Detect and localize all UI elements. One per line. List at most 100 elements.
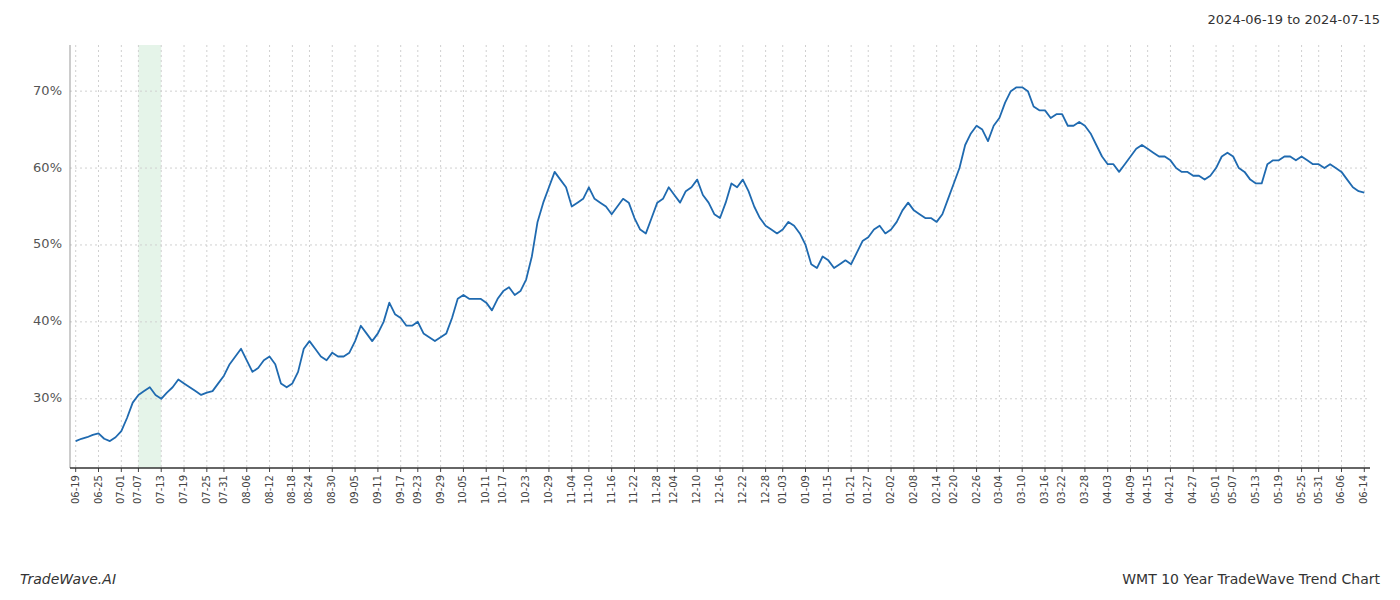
title: WMT 10 Year TradeWave Trend Chart — [1122, 571, 1380, 587]
x-tick-label: 02-08 — [908, 475, 919, 504]
x-tick-label: 07-19 — [178, 475, 189, 504]
x-tick-label: 09-05 — [349, 475, 360, 504]
x-tick-label: 07-01 — [115, 475, 126, 504]
y-tick-label: 30% — [33, 390, 62, 405]
chart: 30% 40% 50% 60% 70% 06-19 06-25 07-01 07-07 07-13… — [0, 0, 1400, 600]
x-tick-label: 06-06 — [1335, 475, 1346, 504]
x-tick-label: 01-09 — [800, 475, 811, 504]
x-grid-line — [1107, 45, 1108, 468]
x-tick-label: 05-13 — [1250, 475, 1261, 504]
x-grid-line — [184, 45, 185, 468]
x-tick-label: 12-22 — [737, 475, 748, 504]
subtitle: 2024-06-19 to 2024-07-15 — [1208, 12, 1380, 27]
x-grid-line — [1084, 45, 1085, 468]
x-grid-line — [851, 45, 852, 468]
x-grid-line — [782, 45, 783, 468]
x-tick-label: 11-10 — [583, 475, 594, 504]
x-grid-line — [891, 45, 892, 468]
highlight-band — [138, 45, 161, 468]
series — [76, 87, 1365, 441]
x-grid-line — [463, 45, 464, 468]
x-grid-line — [355, 45, 356, 468]
y-axis-line — [70, 45, 71, 468]
x-grid-line — [976, 45, 977, 468]
x-grid-line — [571, 45, 572, 468]
x-grid-line — [223, 45, 224, 468]
x-tick-label: 03-04 — [993, 475, 1004, 504]
x-tick-label: 02-14 — [931, 475, 942, 504]
x-grid-line — [440, 45, 441, 468]
x-grid-line — [206, 45, 207, 468]
x-grid-line — [138, 45, 139, 468]
x-tick-label: 08-18 — [286, 475, 297, 504]
x-grid-line — [121, 45, 122, 468]
x-grid-line — [1062, 45, 1063, 468]
y-tick-label: 70% — [33, 83, 62, 98]
x-grid-line — [1233, 45, 1234, 468]
x-tick-label: 10-05 — [457, 475, 468, 504]
x-grid-line — [161, 45, 162, 468]
x-grid-line — [913, 45, 914, 468]
x-tick-label: 01-03 — [777, 475, 788, 504]
trend-line — [76, 87, 1365, 441]
x-grid-line — [292, 45, 293, 468]
x-tick-label: 09-11 — [372, 475, 383, 504]
x-tick-label: 04-15 — [1142, 475, 1153, 504]
x-grid-line — [1130, 45, 1131, 468]
x-tick-label: 01-15 — [822, 475, 833, 504]
x-grid-line — [246, 45, 247, 468]
x-grid-line — [1170, 45, 1171, 468]
annotation: TradeWave.AI — [20, 571, 116, 587]
x-grid-line — [953, 45, 954, 468]
x-tick-label: 07-07 — [132, 475, 143, 504]
x-tick-label: 01-21 — [845, 475, 856, 504]
x-tick-label: 07-13 — [155, 475, 166, 504]
x-tick-label: 11-22 — [628, 475, 639, 504]
x-tick-label: 06-19 — [70, 475, 81, 504]
x-grid-line — [765, 45, 766, 468]
x-tick-label: 02-20 — [948, 475, 959, 504]
x-tick-label: 07-25 — [201, 475, 212, 504]
x-grid-line — [269, 45, 270, 468]
x-tick-label: 12-04 — [668, 475, 679, 504]
x-tick-label: 07-31 — [218, 475, 229, 504]
x-tick-label: 11-16 — [606, 475, 617, 504]
axes: 30% 40% 50% 60% 70% 06-19 06-25 07-01 07-07 07-13… — [33, 45, 1370, 504]
x-tick-label: 08-24 — [303, 475, 314, 504]
x-grid-line — [720, 45, 721, 468]
x-tick-label: 10-29 — [543, 475, 554, 504]
x-grid-line — [1364, 45, 1365, 468]
x-tick-label: 04-09 — [1125, 475, 1136, 504]
x-tick-label: 09-17 — [395, 475, 406, 504]
x-grid-line — [309, 45, 310, 468]
x-grid-line — [98, 45, 99, 468]
x-grid-line — [697, 45, 698, 468]
x-tick-label: 05-19 — [1273, 475, 1284, 504]
x-grid-line — [1341, 45, 1342, 468]
x-tick-label: 03-16 — [1039, 475, 1050, 504]
x-grid-line — [868, 45, 869, 468]
x-tick-label: 06-14 — [1358, 475, 1369, 504]
x-tick-label: 02-26 — [971, 475, 982, 504]
x-grid-line — [1318, 45, 1319, 468]
x-tick-label: 10-17 — [497, 475, 508, 504]
x-grid-line — [1216, 45, 1217, 468]
x-tick-label: 05-25 — [1296, 475, 1307, 504]
x-tick-label: 01-27 — [862, 475, 873, 504]
x-grid-line — [75, 45, 76, 468]
y-tick-label: 50% — [33, 236, 62, 251]
x-tick-label: 12-10 — [691, 475, 702, 504]
y-tick-label: 60% — [33, 160, 62, 175]
x-tick-label: 12-16 — [714, 475, 725, 504]
x-tick-label: 03-22 — [1056, 475, 1067, 504]
x-tick-label: 09-23 — [412, 475, 423, 504]
x-tick-label: 12-28 — [760, 475, 771, 504]
y-tick-label: 40% — [33, 313, 62, 328]
x-grid-line — [1147, 45, 1148, 468]
x-tick-label: 05-31 — [1313, 475, 1324, 504]
x-tick-label: 02-02 — [885, 475, 896, 504]
x-grid-line — [634, 45, 635, 468]
x-tick-label: 06-25 — [93, 475, 104, 504]
x-tick-label: 08-06 — [241, 475, 252, 504]
x-tick-label: 03-10 — [1016, 475, 1027, 504]
